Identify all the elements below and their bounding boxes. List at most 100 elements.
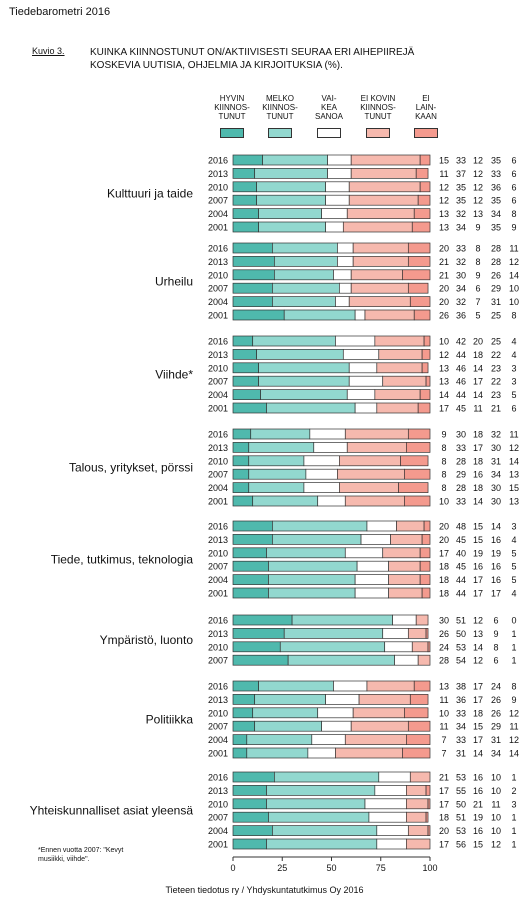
data-label: 5 — [475, 311, 480, 321]
data-label: 46 — [456, 377, 466, 387]
data-label: 15 — [473, 722, 483, 732]
data-label: 30 — [439, 616, 449, 626]
bar-segment — [406, 838, 431, 850]
data-label: 44 — [456, 350, 466, 360]
data-label: 13 — [439, 682, 449, 692]
bar-segment — [232, 242, 273, 254]
bar-segment — [232, 587, 269, 599]
bar-segment — [232, 825, 273, 836]
data-label: 8 — [441, 470, 446, 480]
data-label: 20 — [473, 337, 483, 347]
data-label: 11 — [473, 404, 482, 414]
data-label: 18 — [473, 483, 483, 493]
bar-segment — [348, 194, 419, 206]
data-label: 8 — [441, 456, 446, 466]
bar-segment — [374, 335, 425, 347]
bar-segment — [344, 734, 407, 745]
bar-segment — [398, 482, 429, 493]
data-label: 9 — [511, 223, 516, 233]
group-label: Yhteiskunnalliset asiat yleensä — [30, 804, 194, 818]
bar-segment — [232, 520, 273, 532]
bar-segment — [407, 256, 431, 267]
data-label: 32 — [456, 209, 466, 219]
data-label: 14 — [491, 522, 501, 532]
data-label: 28 — [491, 244, 501, 254]
year-label: 2004 — [208, 483, 228, 493]
bar-segment — [248, 442, 315, 453]
data-label: 16 — [491, 575, 501, 585]
bar-segment — [344, 495, 405, 507]
bar-segment — [348, 362, 378, 374]
bar-segment — [232, 154, 263, 166]
data-label: 18 — [473, 430, 483, 440]
data-label: 6 — [511, 169, 516, 179]
data-label: 28 — [456, 456, 466, 466]
data-label: 34 — [456, 722, 466, 732]
data-label: 18 — [439, 562, 449, 572]
bar-segment — [232, 747, 248, 759]
data-label: 10 — [491, 813, 501, 823]
year-label: 2013 — [208, 443, 228, 453]
year-label: 2016 — [208, 682, 228, 692]
data-label: 20 — [439, 297, 449, 307]
data-label: 34 — [491, 470, 501, 480]
data-label: 1 — [511, 642, 516, 652]
bar-segment — [248, 482, 305, 493]
bar-segment — [346, 208, 415, 219]
year-label: 2013 — [208, 257, 228, 267]
data-label: 16 — [473, 470, 483, 480]
bar-segment — [258, 680, 334, 692]
data-label: 51 — [456, 813, 466, 823]
group-label: Politiikka — [146, 713, 194, 727]
bar-segment — [407, 825, 429, 836]
bar-segment — [266, 798, 366, 810]
bar-segment — [366, 520, 397, 532]
bar-segment — [232, 771, 275, 783]
year-label: 2007 — [208, 562, 228, 572]
data-label: 17 — [439, 548, 449, 558]
data-label: 31 — [491, 456, 501, 466]
bar-segment — [346, 442, 407, 453]
group-label: Talous, yritykset, pörssi — [69, 461, 193, 475]
chart-subtitle: KUINKA KIINNOSTUNUT ON/AKTIIVISESTI SEUR… — [90, 47, 415, 71]
bar-segment — [232, 442, 250, 453]
data-label: 5 — [511, 562, 516, 572]
bar-segment — [376, 825, 409, 836]
bar-segment — [272, 296, 336, 307]
data-label: 3 — [511, 363, 516, 373]
bar-segment — [376, 838, 407, 850]
year-label: 2013 — [208, 169, 228, 179]
data-label: 12 — [473, 156, 483, 166]
bar-segment — [354, 587, 389, 599]
data-label: 30 — [456, 270, 466, 280]
bar-segment — [350, 154, 421, 166]
data-label: 6 — [511, 196, 516, 206]
bar-segment — [232, 309, 285, 321]
data-label: 44 — [456, 575, 466, 585]
bar-segment — [352, 242, 409, 254]
bar-segment — [384, 641, 413, 653]
data-label: 26 — [491, 708, 501, 718]
bar-segment — [388, 560, 421, 572]
bar-segment — [402, 269, 431, 281]
bar-segment — [232, 654, 289, 666]
bar-segment — [232, 335, 254, 347]
bar-segment — [406, 798, 429, 810]
data-label: 38 — [456, 682, 466, 692]
bar-segment — [325, 194, 350, 206]
year-label: 2004 — [208, 209, 228, 219]
data-label: 12 — [509, 443, 519, 453]
data-label: 34 — [456, 284, 466, 294]
bar-segment — [232, 455, 250, 467]
bar-segment — [402, 747, 431, 759]
bar-segment — [256, 181, 326, 193]
data-label: 1 — [511, 629, 516, 639]
bar-segment — [368, 811, 407, 823]
data-label: 19 — [491, 548, 501, 558]
bar-segment — [256, 349, 344, 360]
data-label: 8 — [475, 257, 480, 267]
data-label: 12 — [473, 182, 483, 192]
data-label: 13 — [509, 470, 519, 480]
data-label: 11 — [509, 430, 518, 440]
year-label: 2013 — [208, 695, 228, 705]
